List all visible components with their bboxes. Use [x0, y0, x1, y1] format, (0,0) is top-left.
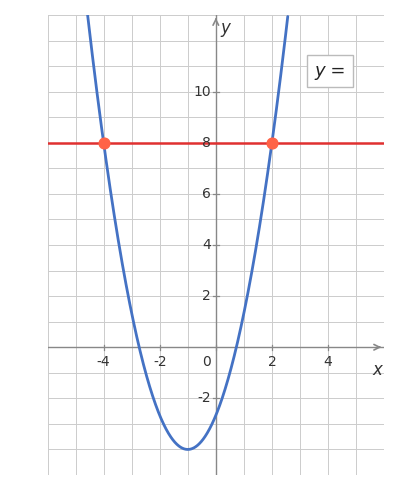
Text: y: y [221, 19, 231, 37]
Text: 6: 6 [202, 187, 211, 201]
Text: 8: 8 [202, 136, 211, 150]
Point [269, 139, 275, 147]
Text: 2: 2 [268, 355, 276, 369]
Text: 10: 10 [193, 84, 211, 98]
Text: 2: 2 [202, 289, 211, 303]
Text: x: x [373, 362, 383, 380]
Text: 0: 0 [202, 355, 211, 369]
Text: -2: -2 [197, 392, 211, 406]
Text: y =: y = [314, 62, 345, 80]
Text: 4: 4 [202, 238, 211, 252]
Text: 4: 4 [324, 355, 332, 369]
Text: -2: -2 [153, 355, 167, 369]
Text: -4: -4 [97, 355, 110, 369]
Point [101, 139, 107, 147]
